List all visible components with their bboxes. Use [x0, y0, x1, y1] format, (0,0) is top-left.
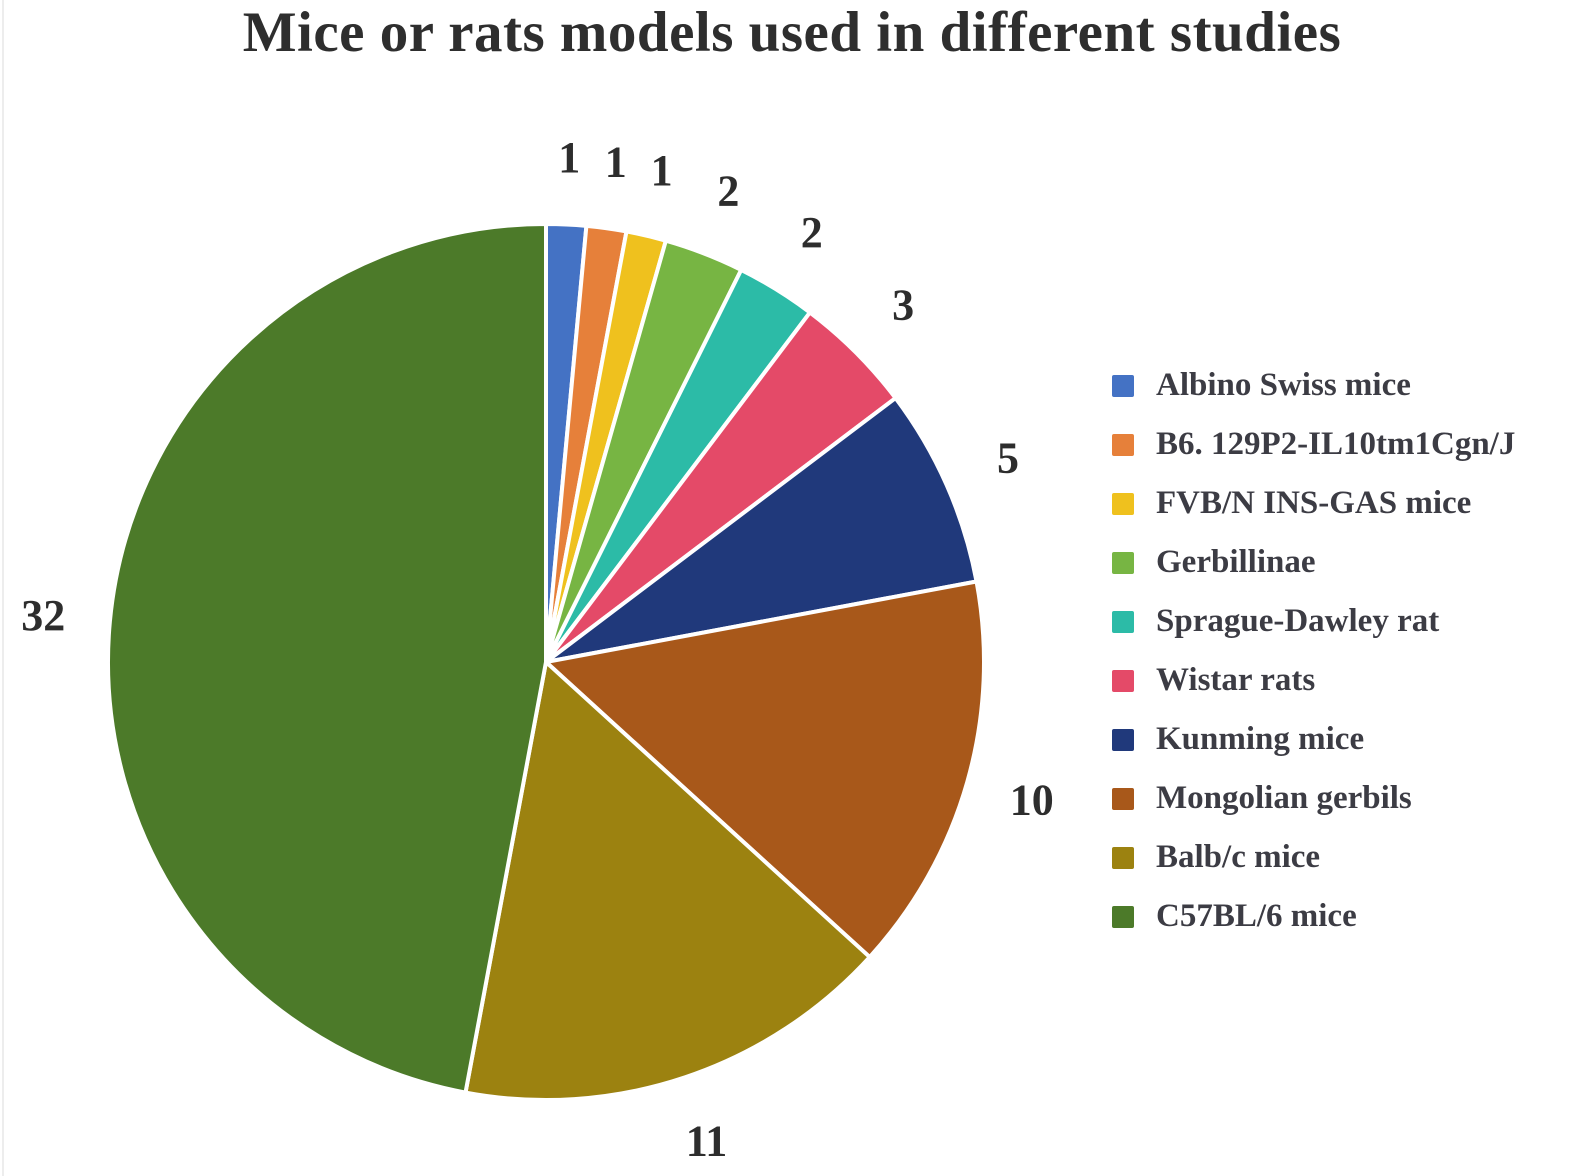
legend-swatch-mongolian-gerbils [1112, 787, 1134, 810]
slice-value-label-kunming-mice: 5 [997, 434, 1019, 483]
legend-label-sprague-dawley-rat: Sprague-Dawley rat [1156, 603, 1440, 639]
pie-slice-balb-c-mice [463, 660, 872, 1102]
slice-value-label-balb-c-mice: 11 [686, 1116, 728, 1165]
pie-slice-c57bl-6-mice [106, 222, 548, 1095]
legend-label-albino-swiss-mice: Albino Swiss mice [1156, 367, 1411, 403]
pie-slice-mongolian-gerbils [544, 579, 986, 960]
slice-value-label-wistar-rats: 3 [892, 280, 914, 329]
slice-value-label-c57bl-6-mice: 32 [21, 591, 65, 640]
pie-slice-kunming-mice [544, 396, 979, 664]
slice-value-label-fvb-n-ins-gas-mice: 1 [651, 146, 673, 195]
legend-item-wistar-rats: Wistar rats [1112, 651, 1515, 710]
legend-swatch-kunming-mice [1112, 728, 1134, 751]
legend-label-gerbillinae: Gerbillinae [1156, 544, 1316, 580]
legend: Albino Swiss mice B6. 129P2-IL10tm1Cgn/J F… [1112, 356, 1515, 946]
slice-value-label-gerbillinae: 2 [717, 167, 739, 216]
legend-swatch-wistar-rats [1112, 669, 1134, 692]
legend-item-b6-129p2-il10tm1cgn-j: B6. 129P2-IL10tm1Cgn/J [1112, 415, 1515, 474]
slice-value-label-albino-swiss-mice: 1 [558, 133, 580, 182]
legend-label-mongolian-gerbils: Mongolian gerbils [1156, 780, 1412, 816]
legend-swatch-albino-swiss-mice [1112, 374, 1134, 397]
legend-item-mongolian-gerbils: Mongolian gerbils [1112, 769, 1515, 828]
legend-swatch-c57bl-6-mice [1112, 905, 1134, 928]
left-border-line [2, 0, 4, 1176]
slice-value-label-mongolian-gerbils: 10 [1010, 776, 1054, 825]
legend-label-b6-129p2-il10tm1cgn-j: B6. 129P2-IL10tm1Cgn/J [1156, 426, 1516, 462]
legend-swatch-fvb-n-ins-gas-mice [1112, 492, 1134, 515]
legend-label-fvb-n-ins-gas-mice: FVB/N INS-GAS mice [1156, 485, 1472, 521]
legend-item-albino-swiss-mice: Albino Swiss mice [1112, 356, 1515, 415]
legend-label-balb-c-mice: Balb/c mice [1156, 839, 1321, 875]
legend-item-c57bl-6-mice: C57BL/6 mice [1112, 887, 1515, 946]
legend-swatch-balb-c-mice [1112, 846, 1134, 869]
legend-label-wistar-rats: Wistar rats [1156, 662, 1316, 698]
legend-label-c57bl-6-mice: C57BL/6 mice [1156, 898, 1357, 934]
legend-item-gerbillinae: Gerbillinae [1112, 533, 1515, 592]
legend-swatch-gerbillinae [1112, 551, 1134, 574]
slice-value-label-b6-129p2-il10tm1cgn-j: 1 [605, 137, 627, 186]
legend-item-sprague-dawley-rat: Sprague-Dawley rat [1112, 592, 1515, 651]
legend-swatch-sprague-dawley-rat [1112, 610, 1134, 633]
legend-item-kunming-mice: Kunming mice [1112, 710, 1515, 769]
legend-swatch-b6-129p2-il10tm1cgn-j [1112, 433, 1134, 456]
chart-title: Mice or rats models used in different st… [242, 1, 1342, 64]
slice-value-label-sprague-dawley-rat: 2 [801, 208, 823, 257]
legend-item-balb-c-mice: Balb/c mice [1112, 828, 1515, 887]
legend-item-fvb-n-ins-gas-mice: FVB/N INS-GAS mice [1112, 474, 1515, 533]
legend-label-kunming-mice: Kunming mice [1156, 721, 1365, 757]
